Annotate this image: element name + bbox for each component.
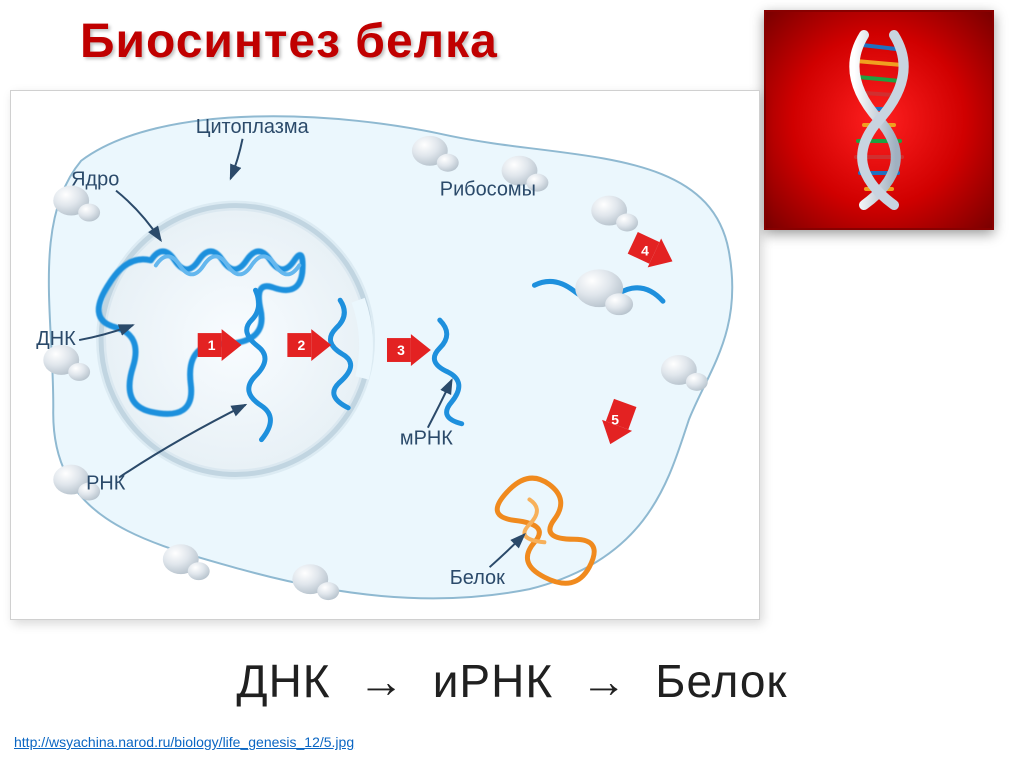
flow-equation: ДНК → иРНК → Белок (0, 654, 1024, 708)
label-protein: Белок (450, 567, 505, 589)
label-ribosomes: Рибосомы (440, 179, 536, 201)
label-mrna: мРНК (400, 428, 453, 450)
flow-item-irna: иРНК (433, 655, 553, 707)
step-number-3: 3 (397, 342, 405, 358)
step-number-2: 2 (297, 337, 305, 353)
dna-helix-badge (764, 10, 994, 230)
flow-arrow-2: → (581, 655, 628, 707)
step-number-4: 4 (641, 242, 649, 258)
flow-item-protein: Белок (655, 655, 787, 707)
cell-diagram: 1 2 3 4 5 Ц (11, 91, 759, 619)
page-title: Биосинтез белка (80, 14, 498, 69)
label-dna: ДНК (36, 328, 76, 350)
step-number-5: 5 (611, 412, 619, 428)
source-link[interactable]: http://wsyachina.narod.ru/biology/life_g… (14, 734, 354, 750)
label-nucleus: Ядро (71, 169, 119, 191)
dna-helix-icon (834, 25, 924, 215)
flow-item-dna: ДНК (236, 655, 330, 707)
cell-diagram-card: 1 2 3 4 5 Ц (10, 90, 760, 620)
label-cytoplasm: Цитоплазма (196, 116, 310, 138)
flow-arrow-1: → (358, 655, 405, 707)
step-number-1: 1 (208, 337, 216, 353)
